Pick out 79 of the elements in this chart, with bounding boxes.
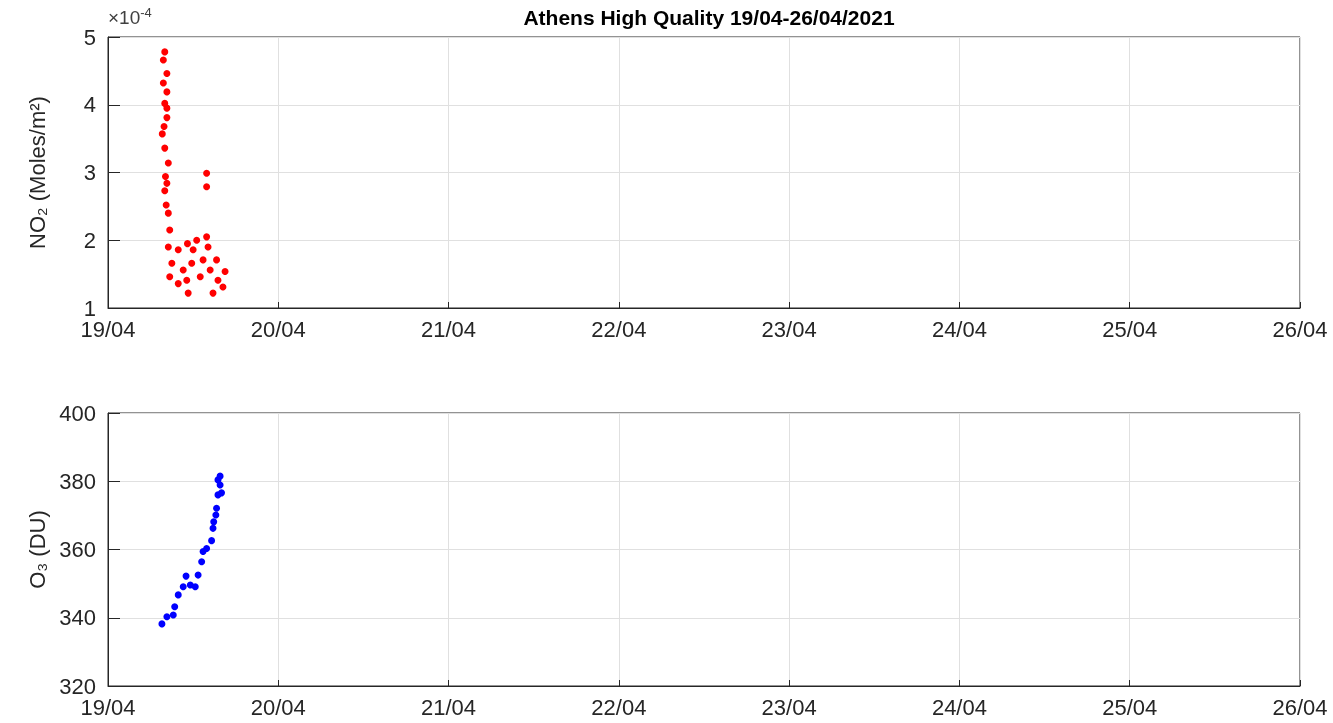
point <box>164 159 172 167</box>
point <box>188 259 196 267</box>
x-tick-label: 22/04 <box>591 316 647 342</box>
point <box>162 201 170 209</box>
point <box>169 611 177 619</box>
point <box>163 70 171 78</box>
y-tick-label: 5 <box>83 24 96 50</box>
y-tick-label: 380 <box>59 468 96 494</box>
point <box>183 240 191 248</box>
x-tick-label: 21/04 <box>421 694 477 720</box>
y-tick-label: 400 <box>59 400 96 426</box>
point <box>179 266 187 274</box>
point <box>163 613 171 621</box>
point <box>203 183 211 191</box>
point <box>183 276 191 284</box>
point <box>209 524 217 532</box>
y-tick-label: 340 <box>59 605 96 631</box>
point <box>213 504 221 512</box>
x-tick-label: 23/04 <box>761 316 817 342</box>
point <box>158 620 166 628</box>
point <box>218 489 226 497</box>
point <box>203 233 211 241</box>
point <box>163 88 171 96</box>
y-tick-label: 360 <box>59 537 96 562</box>
point <box>216 472 224 480</box>
point <box>174 246 182 254</box>
point <box>196 273 204 281</box>
x-tick-label: 26/04 <box>1272 316 1328 342</box>
point <box>163 104 171 112</box>
point <box>210 518 218 526</box>
x-tick-label: 25/04 <box>1102 694 1158 720</box>
point <box>164 209 172 217</box>
point <box>160 122 168 130</box>
chart-title: Athens High Quality 19/04-26/04/2021 <box>523 6 895 29</box>
point <box>164 243 172 251</box>
point <box>189 246 197 254</box>
point <box>208 537 216 545</box>
point <box>213 256 221 264</box>
point <box>161 187 169 195</box>
point <box>166 226 174 234</box>
point <box>212 511 220 519</box>
point <box>179 583 187 591</box>
x-tick-label: 21/04 <box>421 316 477 342</box>
point <box>214 276 222 284</box>
point <box>191 583 199 591</box>
point <box>193 236 201 244</box>
point <box>161 144 169 152</box>
point <box>163 179 171 187</box>
point <box>159 79 167 87</box>
x-tick-label: 20/04 <box>250 694 306 720</box>
point <box>184 289 192 297</box>
point <box>161 48 169 56</box>
x-tick-label: 26/04 <box>1272 694 1328 720</box>
x-tick-label: 20/04 <box>250 316 306 342</box>
point <box>158 130 166 138</box>
point <box>174 591 182 599</box>
x-tick-label: 24/04 <box>931 694 987 720</box>
x-tick-label: 23/04 <box>761 694 817 720</box>
y-axis-title: NO₂ (Moles/m²) <box>24 96 50 249</box>
y-tick-label: 2 <box>83 227 96 253</box>
point <box>203 169 211 177</box>
point <box>194 571 202 579</box>
point <box>166 273 174 281</box>
point <box>161 173 169 181</box>
x-tick-label: 22/04 <box>591 694 647 720</box>
y-axis-title: O₃ (DU) <box>24 510 50 589</box>
point <box>198 558 206 566</box>
point <box>174 280 182 288</box>
point <box>221 267 229 275</box>
x-tick-label: 24/04 <box>931 316 987 342</box>
point <box>203 544 211 552</box>
x-tick-label: 25/04 <box>1102 316 1158 342</box>
point <box>168 259 176 267</box>
y-tick-label: 4 <box>83 92 96 118</box>
y-tick-label: 3 <box>83 160 96 185</box>
point <box>206 266 214 274</box>
point <box>171 603 179 611</box>
point <box>159 56 167 64</box>
point <box>163 114 171 122</box>
